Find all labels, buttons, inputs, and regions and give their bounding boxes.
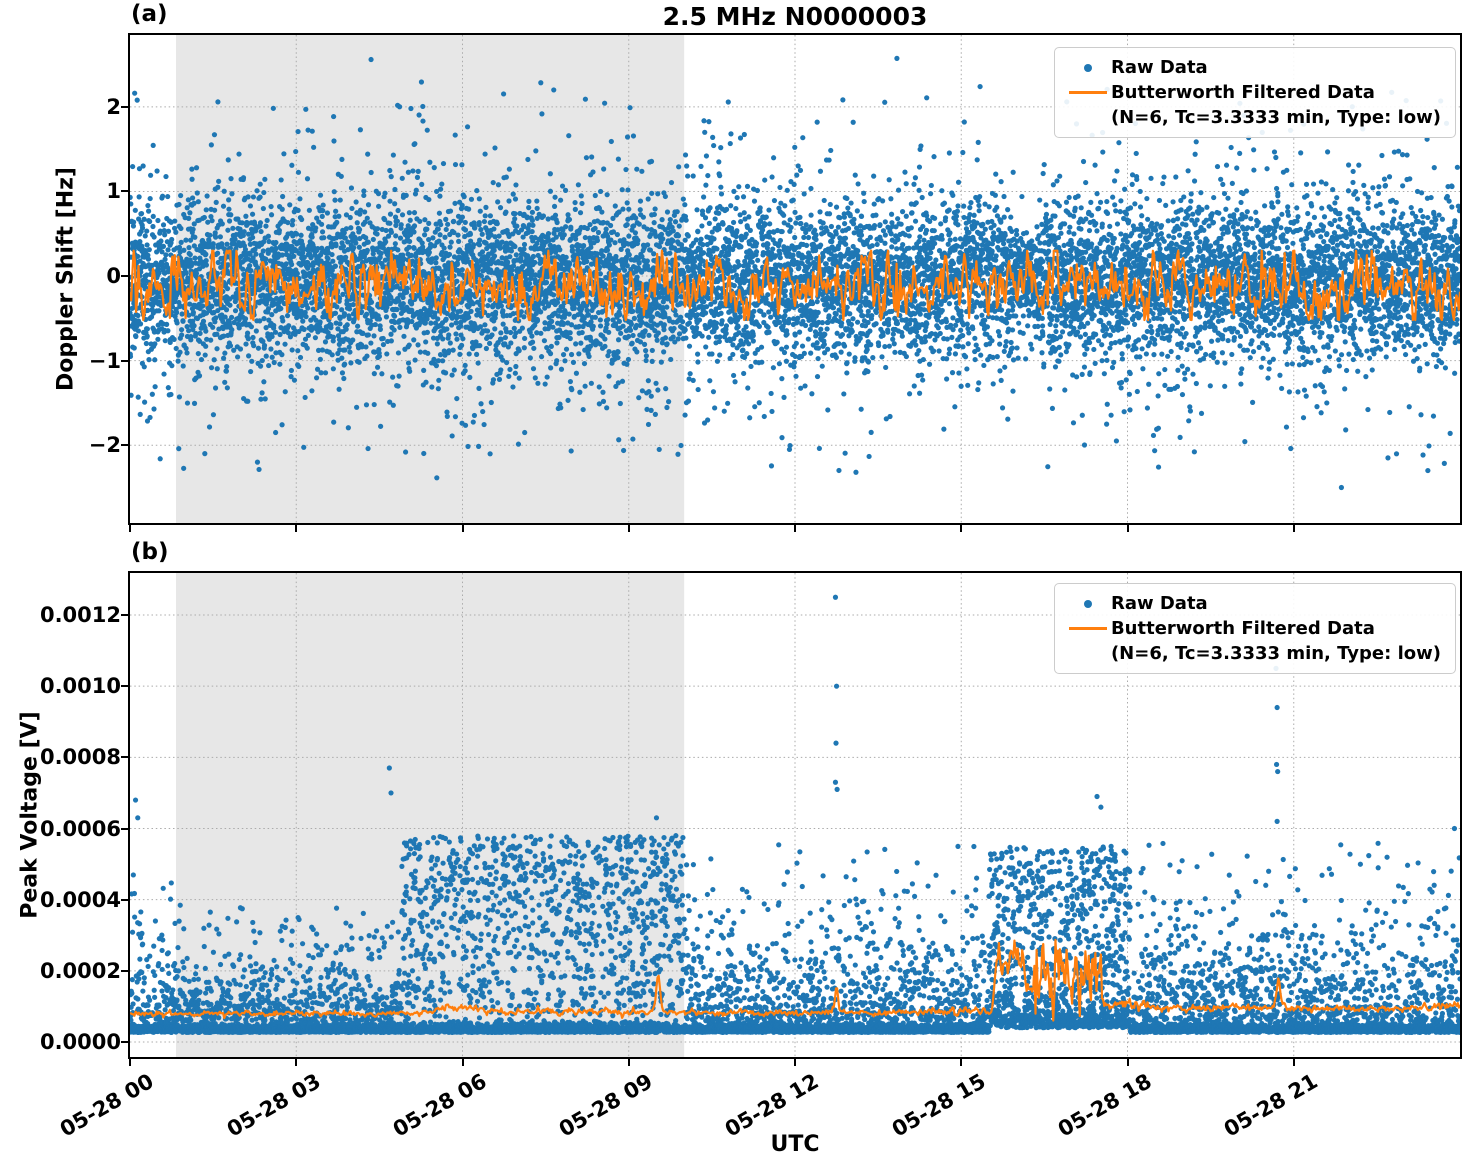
- x-tick-label: 05-28 18: [1053, 1069, 1156, 1142]
- legend-filtered-params: (N=6, Tc=3.3333 min, Type: low): [1110, 643, 1441, 664]
- y-tick-label: 0.0000: [39, 1029, 121, 1054]
- x-tick-label: 05-28 06: [388, 1069, 491, 1142]
- y-tick-mark: [121, 190, 128, 193]
- legend-filtered-label: Butterworth Filtered Data: [1110, 82, 1375, 103]
- y-tick-label: 0.0008: [39, 745, 121, 770]
- x-tick-mark: [960, 525, 963, 532]
- x-tick-mark: [627, 525, 630, 532]
- y-tick-mark: [121, 444, 128, 447]
- x-tick-mark: [794, 525, 796, 532]
- x-tick-mark: [1126, 525, 1129, 532]
- y-tick-label: 1: [106, 179, 121, 204]
- legend-row-filtered-params: (N=6, Tc=3.3333 min, Type: low): [1065, 105, 1441, 130]
- x-tick-label: 05-28 21: [1219, 1069, 1322, 1142]
- x-tick-label: 05-28 00: [56, 1069, 158, 1142]
- y-tick-label: 0.0006: [39, 816, 121, 841]
- legend-filtered-params: (N=6, Tc=3.3333 min, Type: low): [1110, 107, 1441, 128]
- legend-row-filtered: Butterworth Filtered Data: [1065, 80, 1441, 105]
- filtered-data-line-marker: [1065, 626, 1111, 631]
- y-tick-label: −2: [88, 433, 121, 458]
- y-tick-mark: [121, 898, 128, 901]
- y-tick-mark: [121, 614, 128, 617]
- legend-row-filtered: Butterworth Filtered Data: [1065, 616, 1441, 641]
- y-tick-label: 0.0004: [39, 887, 121, 912]
- legend-row-raw: Raw Data: [1065, 591, 1441, 616]
- legend-row-filtered-params: (N=6, Tc=3.3333 min, Type: low): [1065, 641, 1441, 666]
- filtered-data-line-marker: [1065, 90, 1111, 95]
- x-tick-mark: [1126, 1059, 1129, 1066]
- panel-label-a: (a): [131, 1, 168, 27]
- x-tick-label: 05-28 15: [887, 1069, 990, 1142]
- legend-row-raw: Raw Data: [1065, 55, 1441, 80]
- y-tick-mark: [121, 105, 128, 108]
- x-axis-label: UTC: [770, 1132, 820, 1157]
- panel-label-b: (b): [131, 539, 169, 565]
- y-tick-label: 2: [106, 94, 121, 119]
- legend-a: Raw Data Butterworth Filtered Data (N=6,…: [1053, 47, 1456, 138]
- x-tick-mark: [461, 525, 464, 532]
- figure-title: 2.5 MHz N0000003: [662, 2, 928, 31]
- y-tick-mark: [121, 359, 128, 362]
- x-tick-mark: [794, 1059, 796, 1066]
- y-tick-mark: [121, 275, 128, 278]
- x-tick-mark: [295, 525, 298, 532]
- x-tick-mark: [461, 1059, 464, 1066]
- raw-data-dot-marker: [1065, 63, 1111, 72]
- x-tick-mark: [960, 1059, 963, 1066]
- x-tick-mark: [129, 1059, 131, 1066]
- x-tick-mark: [129, 525, 131, 532]
- x-tick-label: 05-28 09: [554, 1069, 657, 1142]
- y-tick-mark: [121, 756, 128, 759]
- y-tick-label: 0.0012: [39, 603, 121, 628]
- legend-b: Raw Data Butterworth Filtered Data (N=6,…: [1053, 583, 1456, 674]
- y-tick-mark: [121, 1040, 128, 1043]
- x-tick-mark: [1292, 525, 1295, 532]
- y-tick-mark: [121, 827, 128, 830]
- x-tick-mark: [627, 1059, 630, 1066]
- legend-filtered-label: Butterworth Filtered Data: [1110, 618, 1375, 639]
- x-tick-mark: [1292, 1059, 1295, 1066]
- y-tick-label: −1: [88, 348, 121, 373]
- legend-raw-label: Raw Data: [1110, 57, 1208, 78]
- y-tick-mark: [121, 969, 128, 972]
- y-tick-mark: [121, 685, 128, 688]
- x-tick-label: 05-28 12: [721, 1069, 823, 1142]
- y-tick-label: 0: [106, 264, 121, 289]
- legend-raw-label: Raw Data: [1110, 593, 1208, 614]
- y-tick-label: 0.0002: [39, 958, 121, 983]
- x-tick-mark: [295, 1059, 298, 1066]
- raw-data-dot-marker: [1065, 599, 1111, 608]
- x-tick-label: 05-28 03: [222, 1069, 325, 1142]
- y-tick-label: 0.0010: [39, 674, 121, 699]
